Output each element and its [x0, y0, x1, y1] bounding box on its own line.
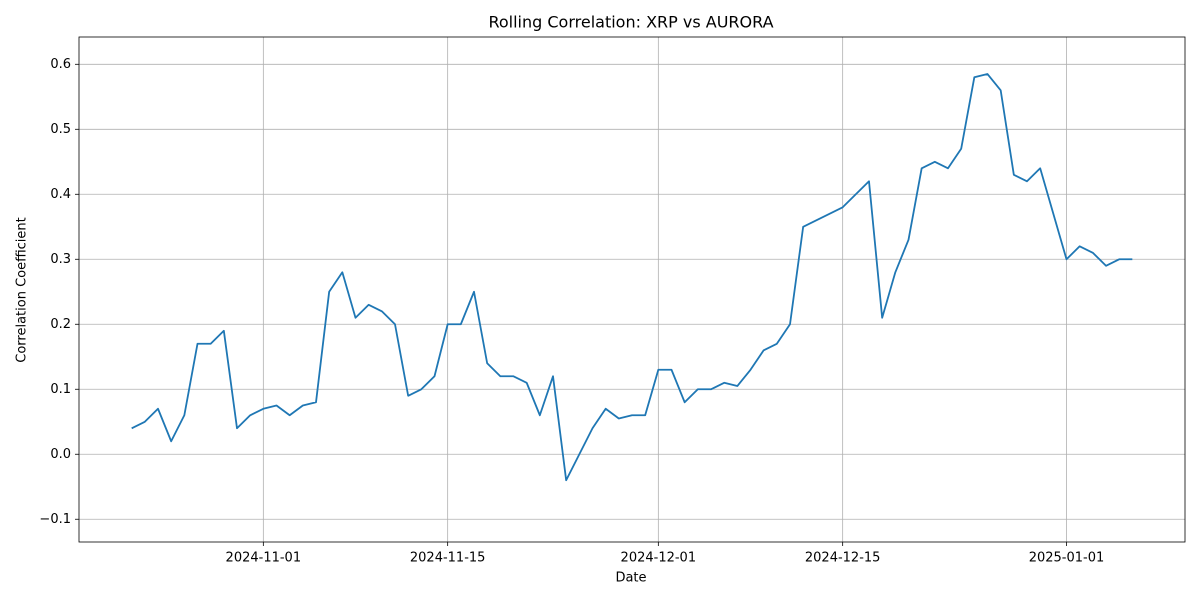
y-tick-label: 0.2	[50, 317, 71, 332]
data-line	[131, 73, 1133, 482]
x-tick-label: 2025-01-01	[1029, 551, 1105, 566]
y-tick-label: 0.5	[50, 122, 71, 137]
x-tick-label: 2024-11-01	[226, 551, 302, 566]
x-tick-label: 2024-12-15	[805, 551, 881, 566]
y-tick-label: 0.3	[50, 252, 71, 267]
x-axis-label: Date	[615, 571, 646, 586]
x-tick-label: 2024-11-15	[410, 551, 486, 566]
y-tick-label: 0.1	[50, 382, 71, 397]
x-tick-label: 2024-12-01	[621, 551, 697, 566]
y-tick-label: 0.0	[50, 447, 71, 462]
plot-frame	[78, 36, 1186, 543]
y-tick-label: 0.6	[50, 57, 71, 72]
y-tick-label: −0.1	[39, 512, 71, 527]
y-axis-label: Correlation Coefficient	[15, 217, 30, 363]
y-tick-label: 0.4	[50, 187, 71, 202]
chart-title: Rolling Correlation: XRP vs AURORA	[488, 13, 773, 32]
